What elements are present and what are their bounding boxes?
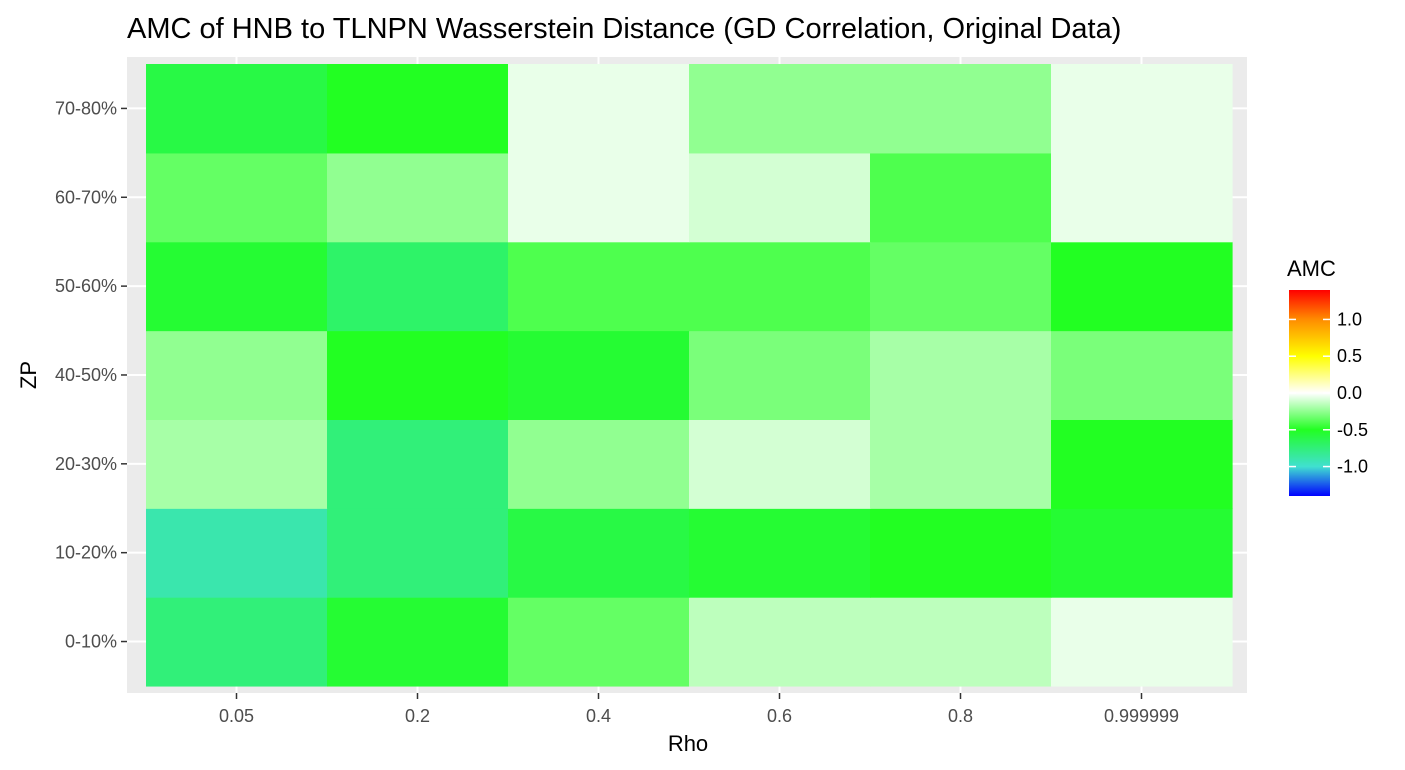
- heatmap-cell: [1051, 330, 1233, 420]
- heatmap-cell: [508, 419, 690, 509]
- heatmap-cell: [146, 597, 328, 687]
- heatmap-cell: [870, 330, 1052, 420]
- y-tick-label: 50-60%: [55, 276, 117, 296]
- heatmap-cell: [327, 330, 509, 420]
- heatmap-cells: [146, 64, 1233, 687]
- x-axis-title: Rho: [668, 731, 708, 756]
- heatmap-cell: [327, 241, 509, 332]
- heatmap-cell: [146, 241, 328, 332]
- heatmap-cell: [327, 597, 509, 687]
- y-tick-label: 10-20%: [55, 543, 117, 563]
- legend-tick-label: -0.5: [1337, 420, 1368, 440]
- heatmap-cell: [1051, 597, 1233, 687]
- legend-tick-label: -1.0: [1337, 457, 1368, 477]
- y-tick-label: 70-80%: [55, 98, 117, 118]
- heatmap-cell: [508, 508, 690, 598]
- x-tick-label: 0.4: [586, 706, 611, 726]
- heatmap-cell: [508, 64, 690, 154]
- x-tick-label: 0.05: [219, 706, 254, 726]
- heatmap-cell: [327, 419, 509, 509]
- heatmap-cell: [1051, 508, 1233, 598]
- heatmap-cell: [870, 241, 1052, 332]
- heatmap-cell: [146, 152, 328, 243]
- heatmap-cell: [146, 419, 328, 509]
- heatmap-cell: [508, 152, 690, 243]
- x-tick-label: 0.999999: [1104, 706, 1179, 726]
- legend-tick-label: 1.0: [1337, 309, 1362, 329]
- heatmap-cell: [327, 152, 509, 243]
- heatmap-cell: [146, 508, 328, 598]
- y-axis-title: ZP: [16, 361, 41, 389]
- heatmap-cell: [327, 64, 509, 154]
- heatmap-cell: [689, 597, 871, 687]
- x-tick-label: 0.8: [948, 706, 973, 726]
- heatmap-cell: [689, 241, 871, 332]
- heatmap-cell: [146, 330, 328, 420]
- heatmap-cell: [870, 597, 1052, 687]
- heatmap-cell: [689, 508, 871, 598]
- heatmap-cell: [508, 330, 690, 420]
- chart-title: AMC of HNB to TLNPN Wasserstein Distance…: [127, 13, 1121, 45]
- heatmap-cell: [508, 241, 690, 332]
- heatmap-cell: [1051, 64, 1233, 154]
- heatmap-cell: [327, 508, 509, 598]
- x-axis: 0.05 0.2 0.4 0.6 0.8 0.999999: [219, 693, 1179, 726]
- heatmap-cell: [1051, 241, 1233, 332]
- legend-ticks: 1.0 0.5 0.0 -0.5 -1.0: [1289, 309, 1368, 477]
- heatmap-cell: [689, 330, 871, 420]
- heatmap-cell: [870, 419, 1052, 509]
- x-tick-label: 0.6: [767, 706, 792, 726]
- y-tick-label: 0-10%: [65, 632, 117, 652]
- heatmap-cell: [870, 64, 1052, 154]
- x-tick-label: 0.2: [405, 706, 430, 726]
- heatmap-cell: [1051, 152, 1233, 243]
- legend-tick-label: 0.0: [1337, 383, 1362, 403]
- legend-tick-label: 0.5: [1337, 346, 1362, 366]
- legend-title: AMC: [1287, 256, 1336, 281]
- heatmap-cell: [870, 508, 1052, 598]
- heatmap-cell: [146, 64, 328, 154]
- heatmap-cell: [689, 64, 871, 154]
- y-axis: 0-10% 10-20% 20-30% 40-50% 50-60% 60-70% 70-80…: [55, 98, 127, 652]
- heatmap-cell: [689, 419, 871, 509]
- y-tick-label: 60-70%: [55, 187, 117, 207]
- heatmap-cell: [1051, 419, 1233, 509]
- y-tick-label: 20-30%: [55, 454, 117, 474]
- y-tick-label: 40-50%: [55, 365, 117, 385]
- heatmap-cell: [689, 152, 871, 243]
- heatmap-cell: [508, 597, 690, 687]
- heatmap-cell: [870, 152, 1052, 243]
